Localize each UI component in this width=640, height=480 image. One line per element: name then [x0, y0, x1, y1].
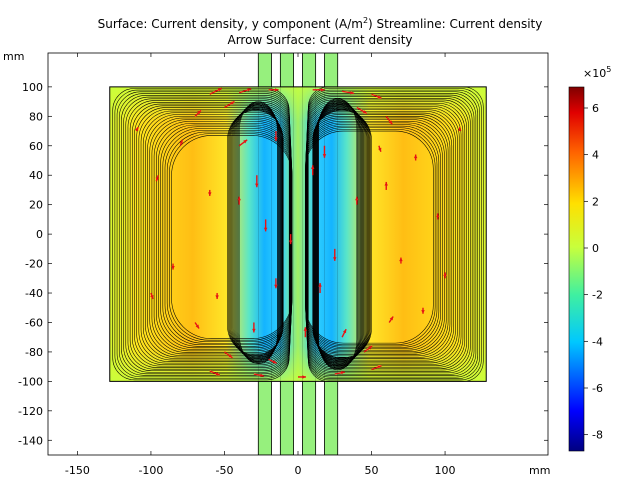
streamline [231, 106, 282, 359]
streamline [314, 105, 366, 363]
colorbar-tick-label: -6 [592, 382, 603, 395]
y-tick-label: -140 [18, 434, 43, 447]
x-tick-label: -150 [65, 464, 90, 477]
streamline [233, 105, 281, 360]
streamline [238, 101, 278, 364]
x-tick-label: 0 [295, 464, 302, 477]
y-tick-label: 60 [29, 140, 43, 153]
colorbar-tick-label: 2 [592, 195, 599, 208]
y-tick-label: 20 [29, 199, 43, 212]
y-tick-label: -120 [18, 405, 43, 418]
streamline [313, 108, 371, 360]
streamline [237, 102, 279, 364]
x-tick-label: 100 [435, 464, 456, 477]
colorbar-tick-label: 6 [592, 102, 599, 115]
y-tick-label: -60 [25, 316, 43, 329]
chart-subtitle: Arrow Surface: Current density [227, 33, 413, 47]
streamline [317, 99, 358, 370]
streamline [313, 108, 370, 361]
streamline [232, 106, 281, 360]
y-tick-label: -20 [25, 258, 43, 271]
colorbar-scale [568, 86, 585, 452]
x-tick-label: -100 [138, 464, 163, 477]
streamline [314, 105, 367, 363]
x-axis-label: mm [529, 464, 550, 477]
colorbar: ×105 -8 -6 -4 -2 0 2 4 6 [568, 65, 611, 452]
colorbar-tick-label: 4 [592, 149, 599, 162]
x-tick-label: -50 [215, 464, 233, 477]
y-tick-label: 0 [36, 228, 43, 241]
colorbar-tick-label: -4 [592, 335, 603, 348]
streamline [316, 101, 362, 367]
streamline [313, 107, 369, 361]
streamline [318, 98, 358, 370]
chart-title: Surface: Current density, y component (A… [97, 16, 543, 31]
streamline [229, 108, 283, 357]
colorbar-tick-label: -8 [592, 429, 603, 442]
y-axis-label: mm [3, 50, 24, 63]
streamline [316, 102, 363, 366]
y-tick-label: 80 [29, 110, 43, 123]
streamline [227, 110, 284, 356]
colorbar-tick-label: -2 [592, 289, 603, 302]
streamlines [112, 86, 484, 382]
colorbar-multiplier: ×105 [583, 65, 611, 80]
streamline [312, 110, 372, 359]
streamline [315, 104, 365, 364]
streamline [235, 103, 280, 362]
streamline [228, 109, 284, 356]
y-axis: -140 -120 -100 -80 -60 -40 -20 0 20 40 60 80 100 [18, 81, 548, 447]
x-axis: -150 -100 -50 0 50 100 [65, 53, 456, 477]
streamline [230, 107, 282, 358]
surface-edge-shading [109, 86, 487, 382]
streamline [236, 102, 279, 363]
y-tick-label: -80 [25, 346, 43, 359]
streamline [315, 103, 364, 366]
y-tick-label: -40 [25, 287, 43, 300]
y-tick-label: 100 [22, 81, 43, 94]
colorbar-tick-label: 0 [592, 242, 599, 255]
x-tick-label: 50 [365, 464, 379, 477]
streamline [317, 99, 359, 369]
streamline [312, 109, 371, 359]
streamline [315, 103, 365, 365]
arrow-field [135, 87, 462, 379]
y-tick-label: -100 [18, 375, 43, 388]
streamline [314, 106, 368, 362]
plate-outline [109, 86, 487, 382]
streamline [234, 104, 280, 361]
plot-area [109, 53, 487, 455]
y-tick-label: 40 [29, 169, 43, 182]
streamline [316, 101, 361, 368]
streamline [317, 100, 360, 368]
